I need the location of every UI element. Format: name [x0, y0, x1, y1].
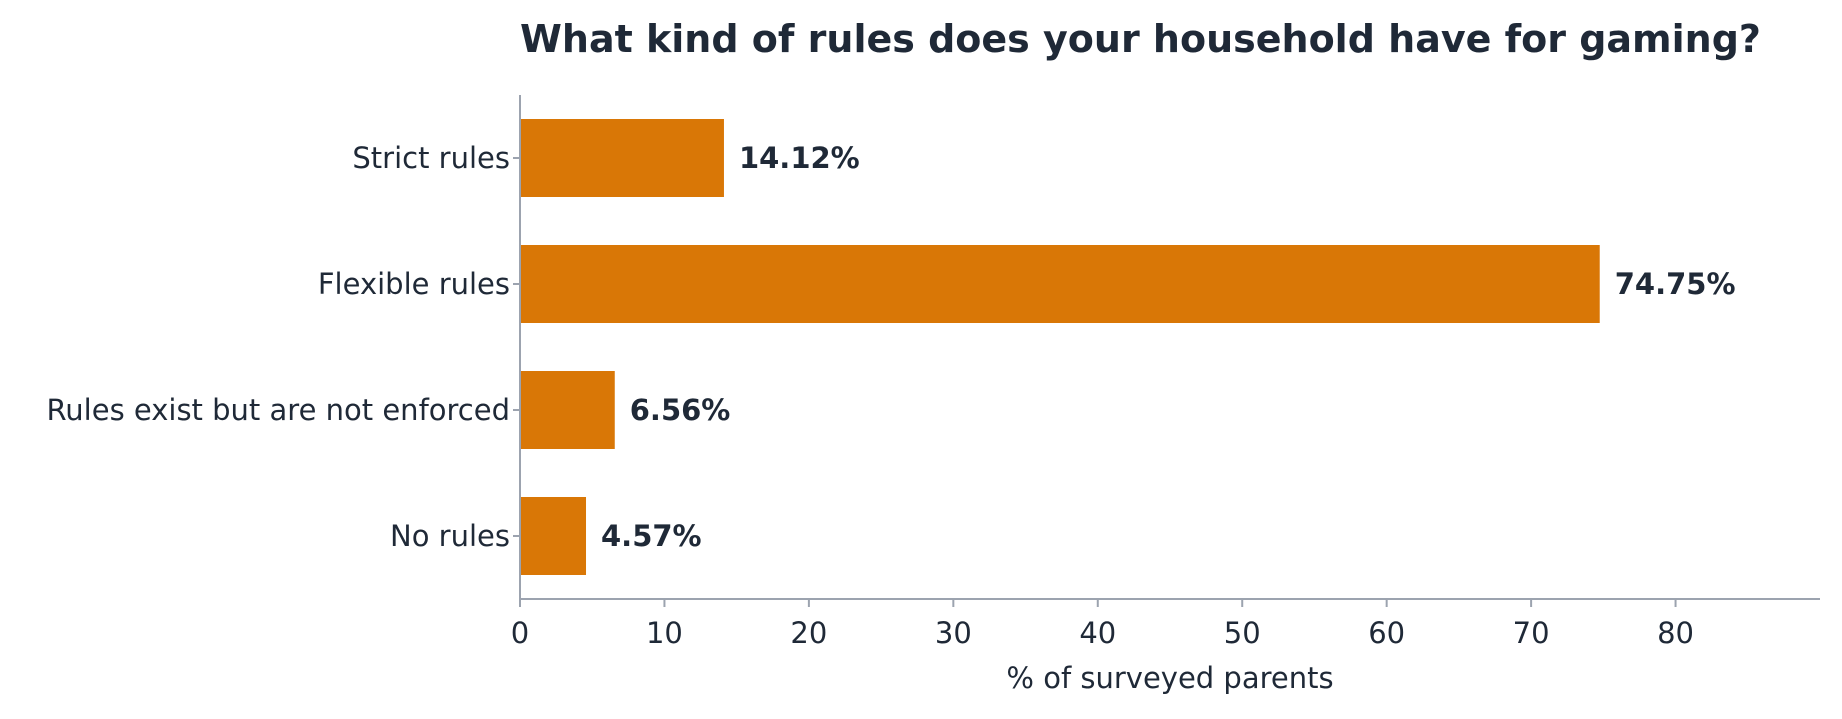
bars-layer: Strict rules 14.12% Flexible rules 74.75% Ru…: [46, 119, 1736, 575]
data-label: 14.12%: [739, 141, 860, 175]
category-label: No rules: [390, 519, 510, 553]
data-label: 6.56%: [630, 393, 731, 427]
x-tick-label: 10: [646, 616, 683, 650]
x-tick-label: 0: [511, 616, 529, 650]
data-label: 74.75%: [1615, 267, 1736, 301]
x-axis-label: % of surveyed parents: [1006, 661, 1333, 695]
x-tick-label: 80: [1657, 616, 1694, 650]
x-tick-label: 70: [1513, 616, 1550, 650]
category-label: Rules exist but are not enforced: [46, 393, 510, 427]
x-tick-label: 60: [1368, 616, 1405, 650]
x-tick-label: 50: [1224, 616, 1261, 650]
x-tick-label: 20: [790, 616, 827, 650]
bar-3: [520, 497, 587, 575]
category-label: Flexible rules: [318, 267, 510, 301]
axes-layer: 0 10 20 30 40 50 60 70 80: [511, 95, 1820, 650]
x-tick-label: 40: [1079, 616, 1116, 650]
bar-2: [520, 371, 615, 449]
data-label: 4.57%: [601, 519, 702, 553]
bar-0: [520, 119, 724, 197]
x-tick-label: 30: [935, 616, 972, 650]
chart-title: What kind of rules does your household h…: [520, 17, 1761, 61]
bar-1: [520, 245, 1600, 323]
category-label: Strict rules: [352, 141, 510, 175]
